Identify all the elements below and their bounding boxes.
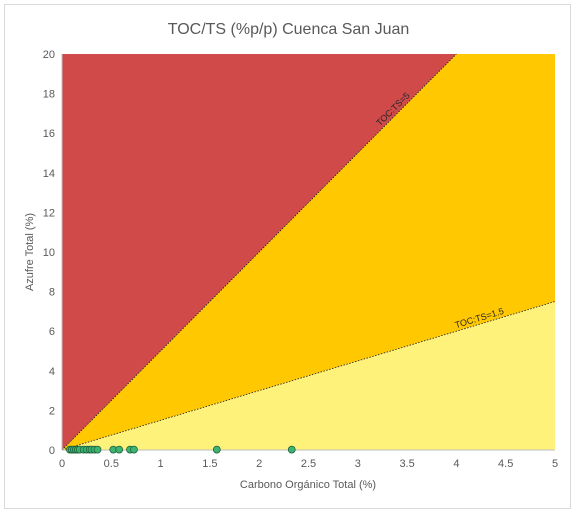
y-tick-label: 14	[43, 168, 55, 180]
data-point	[93, 445, 102, 454]
regions-layer	[62, 54, 555, 450]
x-tick-label: 4	[453, 458, 459, 470]
x-tick-label: 2	[256, 458, 262, 470]
chart-title: TOC/TS (%p/p) Cuenca San Juan	[168, 21, 410, 38]
region-low-ratio	[62, 301, 555, 450]
y-tick-label: 8	[49, 287, 55, 299]
x-tick-label: 3.5	[399, 458, 414, 470]
x-tick-label: 4.5	[498, 458, 513, 470]
y-tick-label: 6	[49, 326, 55, 338]
y-tick-label: 4	[49, 366, 55, 378]
y-tick-label: 16	[43, 128, 55, 140]
y-tick-label: 0	[49, 445, 55, 457]
y-tick-labels: 0 2 4 6 8 10 12 14 16 18 20	[43, 49, 55, 457]
y-tick-label: 2	[49, 405, 55, 417]
data-point	[130, 445, 138, 454]
y-tick-label: 12	[43, 207, 55, 219]
x-tick-label: 2.5	[301, 458, 316, 470]
reference-line	[61, 301, 556, 451]
region-mid-ratio	[62, 54, 555, 450]
region-high-ratio	[62, 54, 457, 450]
x-tick-labels: 0 0.5 1 1.5 2 2.5 3 3.5 4 4.5 5	[59, 458, 558, 470]
x-axis-title: Carbono Orgánico Total (%)	[240, 479, 376, 491]
data-point	[212, 445, 221, 454]
y-tick-label: 20	[43, 49, 55, 61]
y-tick-label: 18	[43, 89, 55, 101]
data-point	[115, 445, 124, 454]
x-tick-label: 0	[59, 458, 65, 470]
x-tick-label: 1.5	[202, 458, 217, 470]
x-tick-label: 5	[552, 458, 558, 470]
y-tick-label: 10	[43, 247, 55, 259]
x-tick-label: 1	[158, 458, 164, 470]
points-layer	[65, 445, 296, 454]
x-tick-label: 0.5	[104, 458, 119, 470]
data-point	[287, 445, 296, 454]
y-axis-title: Azufre Total (%)	[24, 213, 36, 291]
reference-line	[61, 53, 457, 451]
x-tick-label: 3	[355, 458, 361, 470]
